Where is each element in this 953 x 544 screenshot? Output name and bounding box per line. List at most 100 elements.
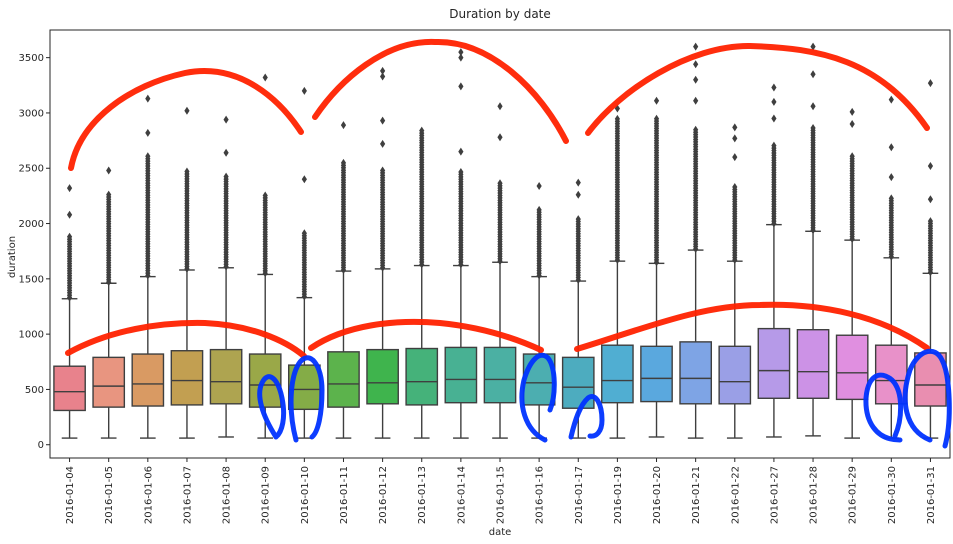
outlier-point <box>66 232 73 241</box>
outlier-point <box>810 102 816 111</box>
x-axis: 2016-01-04 2016-01-05 2016-01-06 2016-01-07… <box>65 458 937 524</box>
box-iqr <box>561 356 595 409</box>
red-annotation-stroke-3 <box>585 42 930 136</box>
box-iqr <box>679 341 713 405</box>
x-tick-label: 2016-01-06 <box>143 466 154 524</box>
box-2016-01-14 <box>444 48 478 439</box>
outlier-point <box>927 162 934 171</box>
outlier-point <box>849 107 855 116</box>
outlier-point <box>301 175 307 184</box>
outlier-point <box>575 178 581 187</box>
box-iqr <box>601 344 634 404</box>
x-tick-label: 2016-01-04 <box>65 466 76 524</box>
outlier-point <box>575 190 581 199</box>
outlier-point <box>419 126 425 135</box>
x-tick-label: 2016-01-16 <box>535 466 546 524</box>
outliers <box>340 121 347 274</box>
outliers <box>927 79 934 277</box>
x-tick-label: 2016-01-11 <box>339 466 350 524</box>
outlier-point <box>458 147 464 156</box>
outlier-point <box>66 184 73 193</box>
outlier-point <box>184 167 190 176</box>
outlier-point <box>262 73 268 82</box>
outlier-point <box>927 79 934 88</box>
x-tick-label: 2016-01-30 <box>887 466 898 524</box>
outliers <box>419 126 425 269</box>
outliers <box>732 123 738 265</box>
blue-annotation-stroke-5 <box>863 372 904 443</box>
outliers <box>888 95 894 261</box>
x-tick-label: 2016-01-14 <box>456 466 467 524</box>
annotations-layer <box>65 38 952 449</box>
outlier-point <box>536 181 542 190</box>
outlier-point <box>693 60 699 69</box>
outlier-point <box>536 205 542 214</box>
y-tick-label: 1500 <box>19 274 44 285</box>
box-iqr <box>366 348 399 405</box>
outlier-point <box>927 195 934 204</box>
outlier-point <box>458 48 464 57</box>
blue-annotation-stroke-1 <box>257 374 287 440</box>
x-tick-label: 2016-01-15 <box>496 466 507 524</box>
x-tick-label: 2016-01-22 <box>730 466 741 524</box>
outliers <box>771 83 777 228</box>
box-iqr <box>640 345 673 403</box>
y-tick-label: 1000 <box>19 330 44 341</box>
outliers <box>262 73 268 278</box>
outlier-point <box>340 158 347 167</box>
outlier-point <box>380 72 386 81</box>
box-2016-01-06 <box>131 94 165 439</box>
blue-annotation-stroke-2 <box>288 355 325 443</box>
outlier-point <box>380 116 386 125</box>
y-tick-label: 3000 <box>19 108 44 119</box>
outlier-point <box>497 133 503 142</box>
outliers <box>536 181 542 280</box>
box-iqr <box>327 351 360 408</box>
outlier-point <box>380 139 386 148</box>
box-2016-01-20 <box>640 96 673 438</box>
outliers <box>301 86 307 301</box>
outlier-point <box>497 102 503 111</box>
outlier-point <box>849 120 855 129</box>
x-tick-label: 2016-01-17 <box>574 466 585 524</box>
y-tick-label: 0 <box>38 440 44 451</box>
outlier-point <box>301 229 307 238</box>
x-tick-label: 2016-01-19 <box>613 466 624 524</box>
box-2016-01-13 <box>405 126 439 439</box>
box-iqr <box>131 353 165 407</box>
blue-annotation-stroke-3 <box>519 352 557 443</box>
box-2016-01-08 <box>209 115 243 438</box>
outliers <box>575 178 581 284</box>
outlier-point <box>380 66 386 75</box>
outlier-point <box>888 95 894 104</box>
outlier-point <box>653 114 660 123</box>
box-iqr <box>483 346 517 404</box>
outliers <box>653 96 660 267</box>
outlier-point <box>849 152 855 161</box>
y-tick-label: 2000 <box>19 219 44 230</box>
outlier-point <box>223 115 229 124</box>
red-annotation-stroke-1 <box>68 68 304 171</box>
outlier-point <box>732 153 738 162</box>
box-2016-01-19 <box>601 104 634 439</box>
box-iqr <box>170 350 204 406</box>
box-2016-01-04 <box>53 184 86 439</box>
outliers <box>497 102 503 266</box>
x-tick-label: 2016-01-27 <box>769 466 780 524</box>
box-iqr <box>209 348 243 405</box>
outlier-point <box>184 106 190 115</box>
chart-title: Duration by date <box>449 7 551 21</box>
box-iqr <box>835 334 869 401</box>
y-axis: 0 500 1000 1500 2000 2500 3000 3500 <box>19 53 50 451</box>
box-2016-01-29 <box>835 107 869 439</box>
y-tick-label: 500 <box>25 385 44 396</box>
box-iqr <box>444 346 478 404</box>
red-annotation-stroke-5 <box>308 318 544 353</box>
x-tick-label: 2016-01-28 <box>809 466 820 524</box>
x-tick-label: 2016-01-31 <box>926 466 937 524</box>
outlier-point <box>262 191 268 200</box>
box-2016-01-17 <box>561 178 595 439</box>
outlier-point <box>810 123 816 132</box>
y-tick-label: 2500 <box>19 164 44 175</box>
